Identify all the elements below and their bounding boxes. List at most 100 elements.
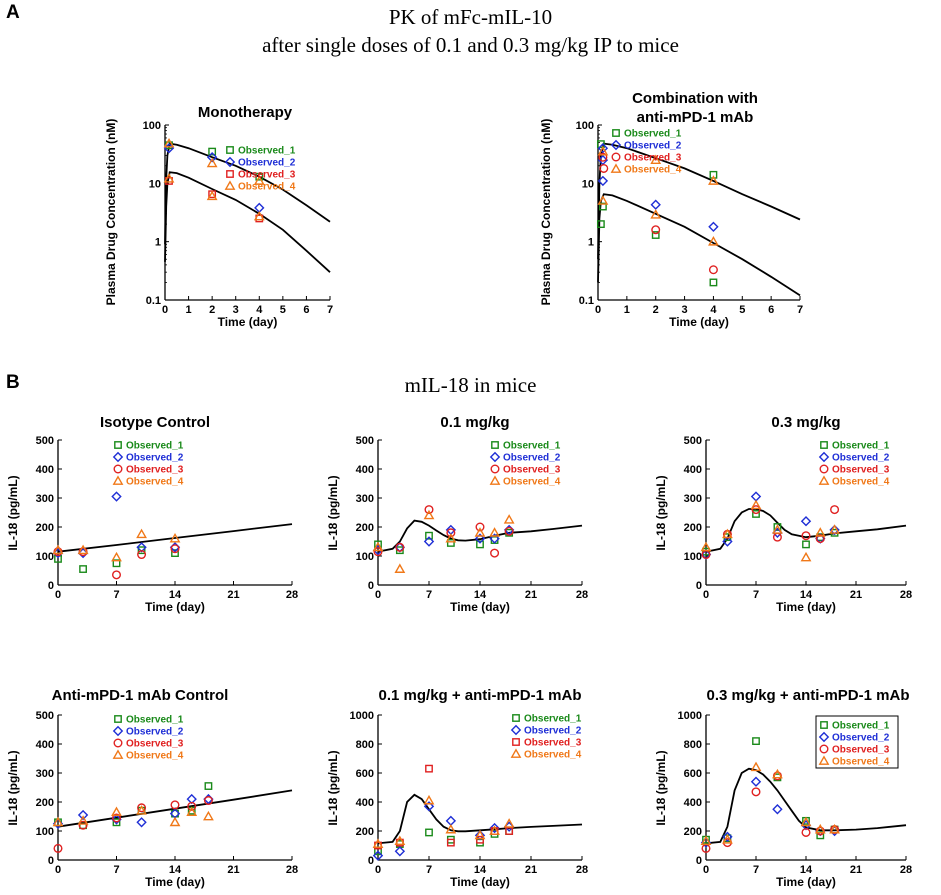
data-point-observed_4 xyxy=(597,145,609,156)
data-point-observed_4 xyxy=(423,794,435,805)
x-tick-label: 6 xyxy=(768,304,774,316)
panel-a-title-line1: PK of mFc-mIL-10 xyxy=(388,5,553,29)
legend-marker xyxy=(610,139,622,151)
data-point-observed_2 xyxy=(77,809,89,821)
data-point-observed_4 xyxy=(650,154,662,165)
data-point-observed_2 xyxy=(111,491,122,502)
chart-title: 0.1 mg/kg xyxy=(440,414,509,431)
data-point-observed_2 xyxy=(474,533,486,544)
data-point-observed_1 xyxy=(752,737,760,746)
data-point-observed_2 xyxy=(829,524,840,536)
x-tick-label: 4 xyxy=(256,304,263,316)
data-point-observed_4 xyxy=(52,816,64,827)
y-tick-label: 500 xyxy=(684,435,702,447)
data-point-observed_4 xyxy=(136,805,147,815)
data-point-observed_4 xyxy=(445,532,457,543)
legend-label: Observed_2 xyxy=(126,727,184,738)
data-point-observed_3 xyxy=(137,550,147,560)
x-tick-label: 3 xyxy=(682,304,688,316)
legend-label: Observed_4 xyxy=(524,750,582,761)
legend-marker xyxy=(114,441,122,449)
data-point-observed_3 xyxy=(830,505,840,515)
data-point-observed_4 xyxy=(111,551,122,562)
data-point-observed_4 xyxy=(111,806,122,817)
chart-il18-0-1-mgkg: 0.1 mg/kg 0 7 14 21 28 0 100 200 300 400 500 Time (d… xyxy=(326,414,588,614)
data-point-observed_2 xyxy=(800,516,812,527)
x-tick-label: 21 xyxy=(525,589,537,601)
data-point-observed_2 xyxy=(750,491,762,502)
data-point-observed_2 xyxy=(111,814,122,825)
x-tick-label: 28 xyxy=(900,864,912,876)
data-point-observed_3 xyxy=(801,827,811,837)
data-point-observed_1 xyxy=(446,539,455,547)
data-point-observed_1 xyxy=(425,828,433,837)
legend-label: Observed_3 xyxy=(524,738,582,749)
data-point-observed_1 xyxy=(651,231,660,239)
x-tick-label: 7 xyxy=(797,304,803,316)
data-point-observed_4 xyxy=(708,175,719,185)
x-tick-label: 14 xyxy=(800,589,813,601)
y-tick-label: 0 xyxy=(696,580,702,592)
data-point-observed_1 xyxy=(802,540,810,549)
legend-label: Observed_3 xyxy=(238,170,296,181)
x-tick-label: 28 xyxy=(286,864,298,876)
x-tick-label: 6 xyxy=(303,304,309,316)
y-tick-label: 500 xyxy=(356,435,374,447)
y-tick-label: 200 xyxy=(356,522,374,534)
y-tick-label: 10 xyxy=(149,178,161,190)
x-tick-label: 28 xyxy=(576,589,588,601)
data-point-observed_4 xyxy=(829,524,840,534)
legend-marker xyxy=(224,180,236,190)
data-point-observed_3 xyxy=(598,152,608,162)
y-tick-label: 400 xyxy=(356,797,374,809)
chart-il18-0-3-mgkg: 0.3 mg/kg 0 7 14 21 28 0 100 200 300 400 500 Time (d… xyxy=(654,414,912,614)
x-tick-label: 0 xyxy=(375,864,381,876)
legend-label: Observed_1 xyxy=(832,721,890,732)
y-tick-label: 1 xyxy=(155,237,161,249)
data-point-observed_4 xyxy=(253,210,265,221)
x-tick-label: 21 xyxy=(850,864,862,876)
legend-marker xyxy=(489,475,501,485)
y-tick-label: 0 xyxy=(368,580,374,592)
data-point-observed_4 xyxy=(52,544,64,555)
data-point-observed_3 xyxy=(187,801,197,811)
data-point-observed_2 xyxy=(489,822,500,834)
data-point-observed_4 xyxy=(206,190,218,201)
x-tick-label: 7 xyxy=(753,589,759,601)
model-low-line xyxy=(597,193,801,297)
data-point-observed_4 xyxy=(423,509,435,520)
x-tick-label: 3 xyxy=(233,304,239,316)
legend-label: Observed_4 xyxy=(126,751,184,762)
data-point-observed_4 xyxy=(77,815,89,825)
legend-label: Observed_2 xyxy=(624,141,682,152)
y-tick-label: 600 xyxy=(356,768,374,780)
data-point-observed_2 xyxy=(136,817,147,828)
x-axis-label: Time (day) xyxy=(450,600,510,614)
legend-label: Observed_4 xyxy=(503,477,561,488)
legend-label: Observed_1 xyxy=(832,441,890,452)
legend-marker xyxy=(491,441,499,449)
y-tick-label: 400 xyxy=(36,464,54,476)
y-axis-label: IL-18 (pg/mL) xyxy=(654,475,668,550)
data-point-observed_3 xyxy=(170,800,180,810)
data-point-observed_3 xyxy=(170,544,180,554)
x-tick-label: 7 xyxy=(113,864,119,876)
data-point-observed_3 xyxy=(424,505,434,515)
y-tick-label: 300 xyxy=(356,493,374,505)
y-tick-label: 200 xyxy=(684,826,702,838)
y-tick-label: 10 xyxy=(582,178,594,190)
chart-title: Monotherapy xyxy=(198,104,293,121)
data-point-observed_1 xyxy=(476,540,484,549)
chart-il18-0-3-mgkg-anti-pd1: 0.3 mg/kg + anti-mPD-1 mAb 0 7 14 21 28 0 200 40… xyxy=(654,687,912,889)
data-point-observed_4 xyxy=(750,761,762,772)
data-point-observed_4 xyxy=(722,528,733,539)
data-point-observed_2 xyxy=(489,533,500,544)
chart-title: Isotype Control xyxy=(100,414,210,431)
y-tick-label: 0 xyxy=(48,580,54,592)
data-point-observed_3 xyxy=(137,803,147,813)
data-point-observed_4 xyxy=(372,838,384,848)
model-line xyxy=(705,767,907,845)
legend-marker xyxy=(819,464,829,474)
x-axis-label: Time (day) xyxy=(450,875,510,889)
data-point-observed_4 xyxy=(814,823,826,834)
